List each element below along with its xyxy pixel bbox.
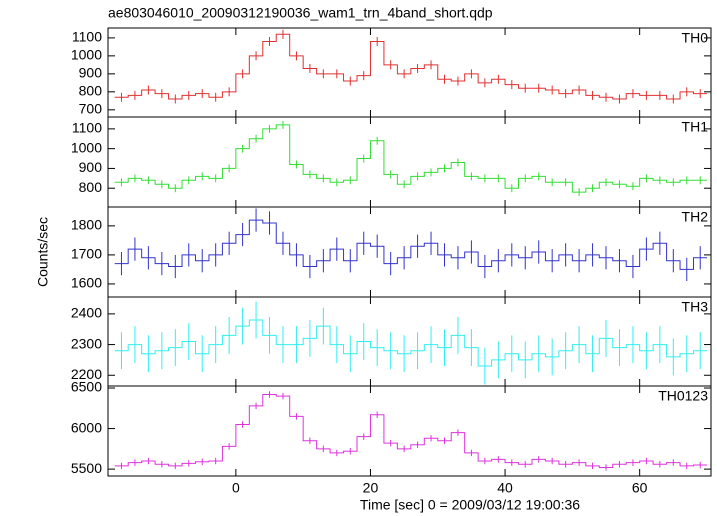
y-tick-label: 1100 (72, 120, 102, 136)
y-tick-label: 2300 (71, 335, 102, 351)
x-tick-label: 0 (232, 480, 240, 496)
y-tick-label: 1000 (71, 47, 102, 63)
panel-frame (107, 116, 712, 208)
step-line (114, 124, 707, 193)
y-tick-label: 1800 (71, 217, 102, 233)
y-tick-label: 900 (79, 159, 103, 175)
y-tick-label: 1100 (72, 29, 102, 45)
series-label: TH0 (682, 30, 709, 46)
series-label: TH0123 (658, 388, 708, 404)
y-tick-label: 700 (79, 101, 103, 117)
y-tick-label: 1700 (71, 246, 102, 262)
chart-title: ae803046010_20090312190036_wam1_trn_4ban… (108, 5, 493, 21)
y-tick-label: 1000 (71, 139, 102, 155)
x-tick-label: 40 (497, 480, 513, 496)
y-tick-label: 5500 (71, 460, 102, 476)
y-tick-label: 800 (79, 179, 103, 195)
x-tick-label: 20 (363, 480, 379, 496)
series-label: TH2 (682, 209, 709, 225)
y-tick-label: 900 (79, 65, 103, 81)
step-line (114, 394, 707, 468)
series-label: TH3 (682, 299, 709, 315)
step-line (114, 33, 707, 100)
x-tick-label: 60 (632, 480, 648, 496)
y-tick-label: 800 (79, 83, 103, 99)
y-tick-label: 2200 (71, 366, 102, 382)
panel-frame (107, 27, 712, 118)
panel-frame (107, 206, 712, 298)
panel-frame (107, 385, 712, 477)
x-axis-label: Time [sec] 0 = 2009/03/12 19:00:36 (360, 497, 580, 513)
series-label: TH1 (682, 119, 709, 135)
y-tick-label: 6000 (71, 419, 102, 435)
y-tick-label: 1600 (71, 275, 102, 291)
y-tick-label: 6500 (71, 379, 102, 395)
panel-frame (107, 296, 712, 387)
y-axis-label: Counts/sec (35, 217, 51, 287)
step-line (114, 219, 707, 270)
step-line (114, 319, 707, 367)
y-tick-label: 2400 (71, 305, 102, 321)
